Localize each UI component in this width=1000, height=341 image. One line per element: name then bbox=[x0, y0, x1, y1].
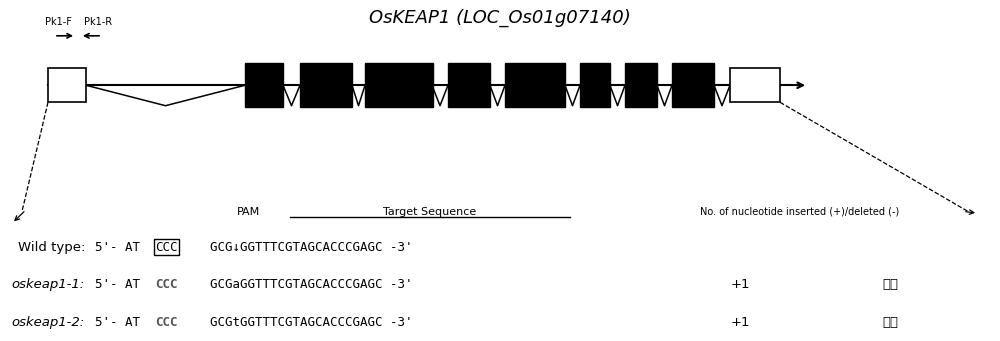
Bar bbox=[505, 63, 565, 107]
Text: CCC: CCC bbox=[155, 316, 178, 329]
Text: Pk1-F: Pk1-F bbox=[45, 17, 71, 27]
Text: OsKEAP1 (LOC_Os01g07140): OsKEAP1 (LOC_Os01g07140) bbox=[369, 9, 631, 27]
Text: oskeap1-2:: oskeap1-2: bbox=[12, 316, 85, 329]
Text: No. of nucleotide inserted (+)/deleted (-): No. of nucleotide inserted (+)/deleted (… bbox=[700, 207, 900, 217]
Text: 纯合: 纯合 bbox=[882, 278, 898, 291]
Bar bbox=[245, 63, 283, 107]
Text: PAM: PAM bbox=[236, 207, 260, 217]
Text: CCC: CCC bbox=[155, 278, 178, 291]
Text: +1: +1 bbox=[730, 316, 750, 329]
Text: GCGaGGTTTCGTAGCACCCGAGC -3': GCGaGGTTTCGTAGCACCCGAGC -3' bbox=[210, 278, 413, 291]
Text: Wild type:: Wild type: bbox=[18, 241, 85, 254]
Bar bbox=[625, 63, 657, 107]
Text: oskeap1-1:: oskeap1-1: bbox=[12, 278, 85, 291]
Text: GCG↓GGTTTCGTAGCACCCGAGC -3': GCG↓GGTTTCGTAGCACCCGAGC -3' bbox=[210, 241, 413, 254]
Text: Pk1-R: Pk1-R bbox=[84, 17, 112, 27]
Bar bbox=[48, 68, 86, 102]
Text: 纯合: 纯合 bbox=[882, 316, 898, 329]
Bar bbox=[672, 63, 714, 107]
Bar bbox=[448, 63, 490, 107]
Text: +1: +1 bbox=[730, 278, 750, 291]
Bar bbox=[730, 68, 780, 102]
Bar bbox=[365, 63, 433, 107]
Text: 5'- AT: 5'- AT bbox=[95, 241, 140, 254]
Bar bbox=[580, 63, 610, 107]
Text: 5'- AT: 5'- AT bbox=[95, 278, 140, 291]
Bar bbox=[300, 63, 352, 107]
Text: Target Sequence: Target Sequence bbox=[383, 207, 477, 217]
Text: GCGtGGTTTCGTAGCACCCGAGC -3': GCGtGGTTTCGTAGCACCCGAGC -3' bbox=[210, 316, 413, 329]
Text: 5'- AT: 5'- AT bbox=[95, 316, 140, 329]
Text: CCC: CCC bbox=[155, 241, 178, 254]
